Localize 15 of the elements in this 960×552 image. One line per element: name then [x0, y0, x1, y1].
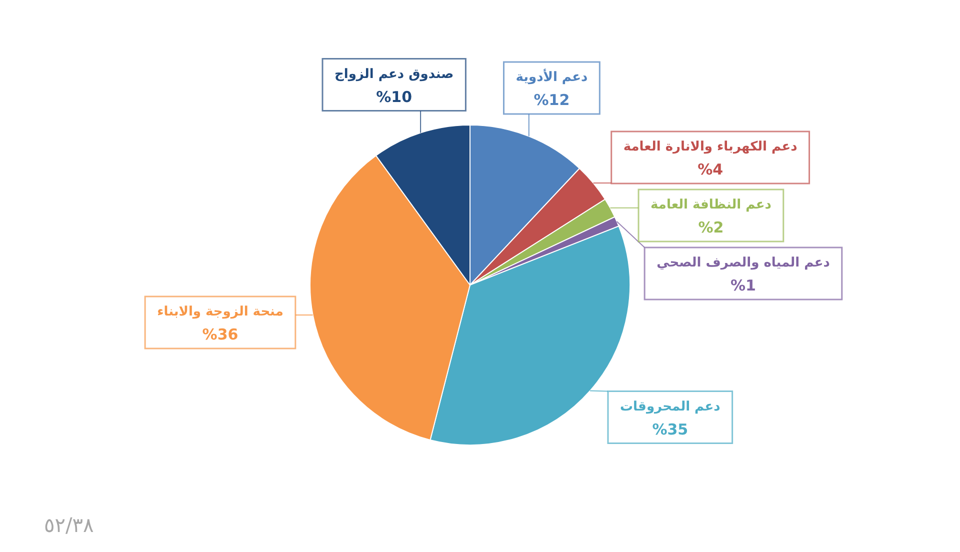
data-label: %1 — [730, 276, 756, 295]
data-label: %2 — [698, 218, 724, 237]
text: ٥٢/٣٨ — [44, 513, 94, 537]
data-label: %4 — [698, 160, 724, 179]
slice-label: دعم المياه والصرف الصحي — [656, 256, 830, 271]
slice-label: دعم الكهرباء والانارة العامة — [623, 140, 798, 155]
data-label: %35 — [652, 420, 688, 438]
slice-label: صندوق دعم الزواج — [334, 66, 454, 82]
data-label: %36 — [202, 325, 238, 344]
slice-label: دعم الأدوية — [516, 68, 588, 86]
data-label: %12 — [534, 91, 570, 110]
slice-label: دعم المحروقات — [620, 399, 721, 414]
slice-label: منحة الزوجة والابناء — [157, 304, 284, 320]
data-label: %10 — [376, 88, 412, 106]
slice-label: دعم النظافة العامة — [650, 198, 772, 213]
